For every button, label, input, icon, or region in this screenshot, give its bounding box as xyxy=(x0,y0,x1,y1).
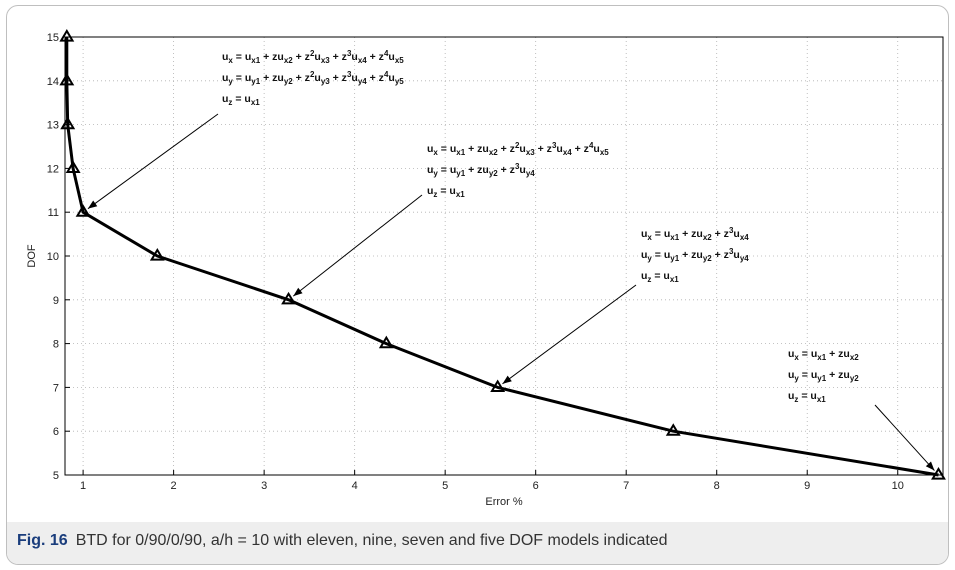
x-tick-label: 7 xyxy=(623,480,629,492)
arrowhead xyxy=(293,287,303,297)
series-markers xyxy=(59,29,946,480)
triangle-marker xyxy=(60,116,76,130)
annotation: ux = ux1 + zux2 + z3ux4 uy = uy1 + zuy2 +… xyxy=(502,226,749,385)
annotation: ux = ux1 + zux2 uy = uy1 + zuy2 uz = ux1 xyxy=(788,348,935,471)
x-tick-label: 4 xyxy=(352,480,358,492)
x-tick-label: 8 xyxy=(714,480,720,492)
plot-area xyxy=(64,36,944,476)
triangle-marker xyxy=(931,467,946,480)
x-tick-label: 6 xyxy=(533,480,539,492)
y-tick-label: 10 xyxy=(47,251,59,263)
annotation-equation: uz = ux1 xyxy=(427,185,465,199)
arrowhead xyxy=(502,375,512,384)
annotation-equation: uz = ux1 xyxy=(641,270,679,284)
annotation-arrow xyxy=(292,194,423,297)
caption-band xyxy=(7,522,948,564)
annotation-arrow xyxy=(502,284,637,385)
annotation-equation: uy = uy1 + zuy2 xyxy=(788,369,859,383)
triangle-marker xyxy=(378,335,394,349)
y-tick-label: 5 xyxy=(53,470,59,482)
annotation-arrow xyxy=(874,404,935,471)
triangle-marker xyxy=(281,291,297,305)
series-line xyxy=(65,37,939,477)
y-tick-label: 14 xyxy=(47,76,59,88)
y-tick-label: 13 xyxy=(47,120,59,132)
x-tick-label: 9 xyxy=(804,480,810,492)
x-tick-label: 3 xyxy=(261,480,267,492)
y-tick-label: 15 xyxy=(47,32,59,44)
annotation: ux = ux1 + zux2 + z2ux3 + z3ux4 + z4ux5 u… xyxy=(292,141,609,297)
x-axis: 1 2 3 4 5 6 7 8 9 10 xyxy=(80,470,904,492)
y-tick-label: 11 xyxy=(48,207,59,219)
triangle-marker xyxy=(65,160,81,173)
x-axis-label: Error % xyxy=(485,496,523,508)
annotation-equation: ux = ux1 + zux2 xyxy=(788,348,859,362)
triangle-marker xyxy=(75,204,91,217)
annotation: ux = ux1 + zux2 + z2ux3 + z3ux4 + z4ux5 u… xyxy=(87,49,404,210)
triangle-marker xyxy=(665,423,681,436)
figure-label: Fig. 16 xyxy=(17,532,68,549)
y-tick-label: 12 xyxy=(47,163,59,175)
arrowhead xyxy=(87,200,98,209)
triangle-marker xyxy=(149,248,165,261)
triangle-marker xyxy=(59,29,75,42)
x-tick-label: 1 xyxy=(80,480,86,492)
annotation-equation: uz = ux1 xyxy=(788,390,826,404)
y-axis: 5 6 7 8 9 10 11 12 13 14 15 xyxy=(47,32,70,482)
y-tick-label: 9 xyxy=(53,295,59,307)
arrowhead xyxy=(925,461,935,471)
triangle-marker xyxy=(59,72,75,86)
annotation-equation: ux = ux1 + zux2 + z2ux3 + z3ux4 + z4ux5 xyxy=(222,49,404,65)
figure-caption: Fig. 16 BTD for 0/90/0/90, a/h = 10 with … xyxy=(17,532,668,550)
x-tick-label: 10 xyxy=(892,480,904,492)
annotation-equation: uy = uy1 + zuy2 + z2uy3 + z3uy4 + z4uy5 xyxy=(222,70,404,86)
x-tick-label: 2 xyxy=(171,480,177,492)
y-axis-label: DOF xyxy=(26,244,38,268)
caption-text: BTD for 0/90/0/90, a/h = 10 with eleven,… xyxy=(75,532,668,549)
y-tick-label: 8 xyxy=(53,339,59,351)
annotation-arrow xyxy=(87,113,219,210)
annotation-equation: ux = ux1 + zux2 + z2ux3 + z3ux4 + z4ux5 xyxy=(427,141,609,157)
y-tick-label: 6 xyxy=(53,426,59,438)
y-tick-label: 7 xyxy=(53,382,59,394)
annotations: ux = ux1 + zux2 + z2ux3 + z3ux4 + z4ux5 u… xyxy=(87,49,935,471)
grid xyxy=(65,36,943,476)
figure-frame xyxy=(6,5,949,565)
series-path xyxy=(65,37,939,477)
annotation-equation: uy = uy1 + zuy2 + z3uy4 xyxy=(427,162,535,178)
annotation-equation: ux = ux1 + zux2 + z3ux4 xyxy=(641,226,749,242)
x-tick-label: 5 xyxy=(442,480,448,492)
annotation-equation: uz = ux1 xyxy=(222,93,260,107)
annotation-equation: uy = uy1 + zuy2 + z3uy4 xyxy=(641,247,749,263)
triangle-marker xyxy=(490,379,506,392)
